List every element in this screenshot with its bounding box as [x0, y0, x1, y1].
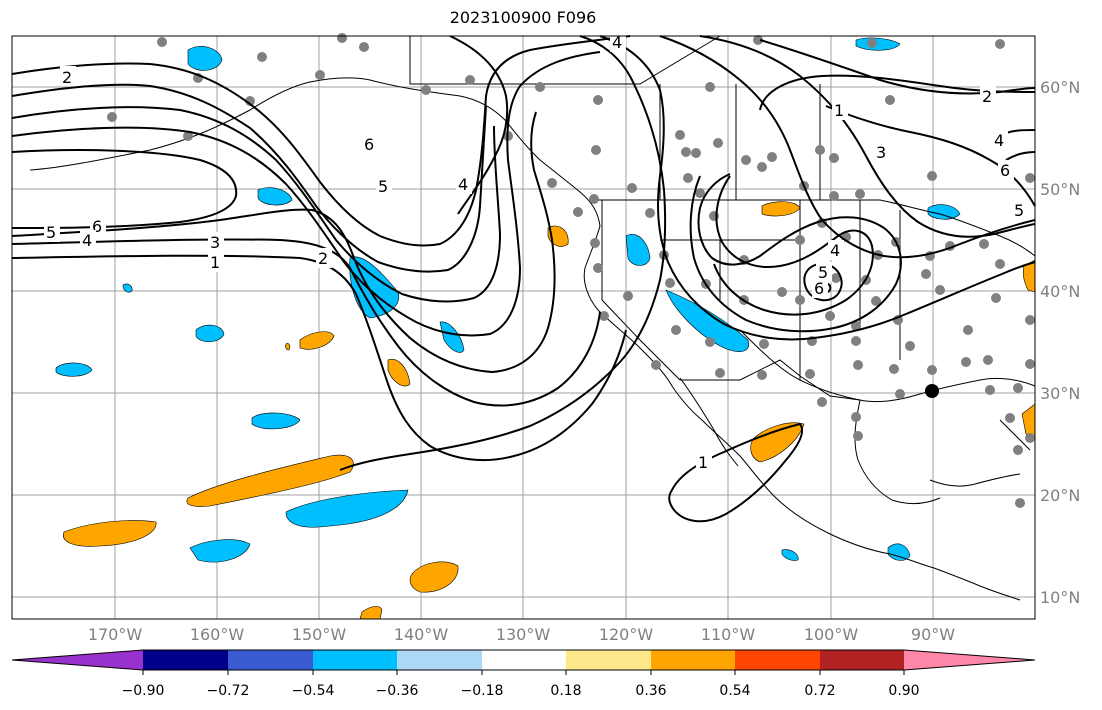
colorbar-segment: [566, 650, 651, 670]
lat-label: 10°N: [1040, 588, 1080, 607]
contour-label: 5: [378, 177, 388, 196]
colorbar-segment: [12, 650, 143, 670]
highlight-station: [925, 384, 939, 398]
contour-label: 3: [876, 143, 886, 162]
contour-label: 6: [814, 279, 824, 298]
colorbar-tick-label: 0.18: [550, 683, 581, 699]
contour-label: 6: [364, 135, 374, 154]
contour-label: 1: [834, 101, 844, 120]
colorbar-tick-label: 0.72: [804, 683, 835, 699]
colorbar-tick-label: −0.90: [122, 683, 165, 699]
lon-label: 100°W: [804, 625, 859, 644]
contour-label: 2: [982, 87, 992, 106]
lon-label: 170°W: [88, 625, 143, 644]
colorbar-segment: [143, 650, 228, 670]
lon-label: 130°W: [496, 625, 551, 644]
colorbar-segment: [651, 650, 735, 670]
contour-label: 3: [210, 233, 220, 252]
lon-label: 150°W: [292, 625, 347, 644]
colorbar-tick-label: −0.18: [461, 683, 504, 699]
contour-label: 5: [46, 223, 56, 242]
lat-label: 20°N: [1040, 486, 1080, 505]
contour-label: 4: [458, 175, 468, 194]
lat-label: 60°N: [1040, 78, 1080, 97]
contour-label: 4: [82, 231, 92, 250]
colorbar-tick-label: 0.54: [719, 683, 750, 699]
lon-label: 90°W: [911, 625, 955, 644]
colorbar-segment: [397, 650, 482, 670]
colorbar-tick-label: 0.36: [635, 683, 666, 699]
contour-label: 6: [1000, 161, 1010, 180]
longitude-labels: 170°W 160°W 150°W 140°W 130°W 120°W 110°…: [88, 625, 955, 644]
lat-label: 50°N: [1040, 180, 1080, 199]
lon-label: 160°W: [190, 625, 245, 644]
colorbar-tick-label: −0.54: [292, 683, 335, 699]
colorbar-segment: [904, 650, 1035, 670]
colorbar-segment: [313, 650, 397, 670]
colorbar-tick-label: 0.90: [888, 683, 919, 699]
lon-label: 110°W: [701, 625, 756, 644]
colorbar-tick-label: −0.72: [207, 683, 250, 699]
colorbar-segment: [482, 650, 566, 670]
contour-label: 2: [62, 68, 72, 87]
colorbar-tick-label: −0.36: [376, 683, 419, 699]
colorbar-segment: [735, 650, 820, 670]
lon-label: 120°W: [599, 625, 654, 644]
colorbar: −0.90 −0.72 −0.54 −0.36 −0.18 0.18 0.36 …: [12, 650, 1035, 699]
lat-label: 30°N: [1040, 384, 1080, 403]
contour-label: 1: [698, 453, 708, 472]
contour-label: 1: [210, 253, 220, 272]
colorbar-segment: [228, 650, 313, 670]
lon-label: 140°W: [394, 625, 449, 644]
contour-label: 2: [318, 249, 328, 268]
contour-label: 4: [830, 241, 840, 260]
colorbar-segment: [820, 650, 904, 670]
latitude-labels: 60°N 50°N 40°N 30°N 20°N 10°N: [1040, 78, 1080, 607]
lat-label: 40°N: [1040, 282, 1080, 301]
contour-label: 4: [994, 131, 1004, 150]
contour-label: 5: [1014, 201, 1024, 220]
